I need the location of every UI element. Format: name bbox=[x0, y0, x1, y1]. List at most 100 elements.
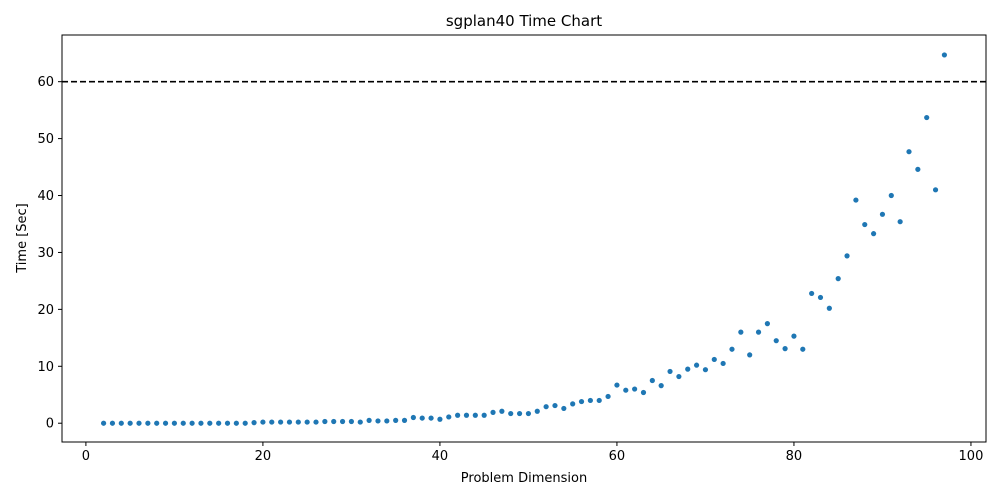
data-point bbox=[207, 420, 213, 426]
data-point bbox=[393, 417, 399, 423]
y-tick-label: 20 bbox=[37, 303, 54, 318]
data-point bbox=[738, 329, 744, 335]
y-axis: 0 10 20 30 40 50 60 bbox=[37, 75, 62, 432]
data-point bbox=[800, 346, 806, 352]
data-point bbox=[304, 419, 310, 425]
data-point bbox=[632, 386, 638, 392]
data-point bbox=[384, 418, 390, 424]
data-point bbox=[941, 52, 948, 58]
data-point bbox=[702, 367, 709, 373]
data-point bbox=[198, 420, 204, 426]
data-point bbox=[755, 329, 762, 335]
data-point bbox=[915, 166, 921, 172]
x-tick-label: 80 bbox=[786, 449, 803, 464]
data-point bbox=[711, 356, 717, 363]
data-point bbox=[189, 420, 195, 426]
data-point bbox=[587, 397, 593, 404]
data-point bbox=[623, 387, 629, 393]
data-point bbox=[446, 414, 452, 420]
data-point bbox=[251, 420, 257, 426]
data-point bbox=[410, 414, 416, 421]
y-tick-label: 0 bbox=[46, 417, 54, 432]
data-point bbox=[401, 417, 408, 423]
chart-title: sgplan40 Time Chart bbox=[446, 12, 602, 30]
data-point bbox=[463, 412, 470, 418]
data-point bbox=[516, 410, 523, 417]
data-point bbox=[596, 397, 602, 404]
data-point bbox=[375, 418, 381, 424]
data-point bbox=[242, 420, 248, 426]
data-point bbox=[720, 360, 726, 367]
data-point bbox=[764, 321, 770, 327]
data-point bbox=[233, 420, 239, 426]
data-point bbox=[269, 419, 275, 425]
data-point bbox=[127, 420, 133, 426]
data-point bbox=[118, 420, 124, 426]
data-point bbox=[525, 410, 532, 417]
data-point bbox=[331, 418, 337, 425]
data-point bbox=[437, 416, 443, 422]
data-point bbox=[100, 420, 107, 426]
data-point bbox=[154, 420, 160, 426]
y-tick-label: 50 bbox=[37, 132, 54, 147]
data-point bbox=[109, 420, 116, 426]
data-point bbox=[295, 419, 301, 425]
data-point bbox=[552, 402, 558, 409]
data-point bbox=[543, 404, 549, 410]
data-point bbox=[171, 420, 178, 426]
plot-area-frame bbox=[61, 34, 987, 443]
data-point bbox=[685, 366, 691, 372]
x-axis: 0 20 40 60 80 100 bbox=[82, 442, 983, 464]
data-point bbox=[817, 294, 824, 301]
data-point bbox=[676, 373, 682, 380]
y-tick-label: 30 bbox=[37, 246, 54, 261]
data-point bbox=[667, 368, 673, 375]
data-point bbox=[348, 418, 355, 425]
data-point bbox=[357, 419, 363, 425]
y-axis-label: Time [Sec] bbox=[15, 203, 30, 274]
data-point bbox=[313, 419, 319, 425]
data-point bbox=[419, 415, 425, 421]
data-point bbox=[747, 352, 753, 358]
data-point bbox=[481, 412, 487, 418]
x-axis-label: Problem Dimension bbox=[461, 471, 587, 486]
data-point bbox=[729, 346, 735, 352]
y-tick-label: 40 bbox=[37, 189, 54, 204]
data-point bbox=[472, 412, 478, 418]
data-point bbox=[260, 419, 266, 425]
data-point bbox=[791, 333, 797, 339]
x-tick-label: 20 bbox=[255, 449, 272, 464]
data-point bbox=[578, 398, 585, 405]
data-points bbox=[100, 52, 948, 426]
data-point bbox=[870, 231, 877, 237]
data-point bbox=[224, 420, 231, 426]
data-point bbox=[879, 211, 886, 217]
data-point bbox=[162, 420, 169, 426]
data-point bbox=[932, 187, 939, 193]
data-point bbox=[862, 221, 868, 228]
x-tick-label: 40 bbox=[432, 449, 449, 464]
data-point bbox=[339, 418, 346, 425]
data-point bbox=[924, 114, 930, 121]
data-point bbox=[640, 389, 647, 396]
data-point bbox=[216, 420, 222, 426]
data-point bbox=[782, 346, 788, 352]
data-point bbox=[614, 382, 620, 388]
data-point bbox=[835, 276, 841, 282]
data-point bbox=[180, 420, 186, 426]
data-point bbox=[693, 362, 700, 368]
data-point bbox=[844, 253, 850, 259]
y-tick-label: 60 bbox=[37, 75, 54, 90]
data-point bbox=[455, 412, 461, 418]
data-point bbox=[490, 409, 496, 415]
data-point bbox=[888, 192, 894, 199]
data-point bbox=[649, 377, 655, 384]
x-tick-label: 60 bbox=[609, 449, 626, 464]
data-point bbox=[809, 290, 815, 297]
data-point bbox=[561, 405, 567, 412]
data-point bbox=[826, 305, 832, 311]
data-point bbox=[906, 149, 912, 155]
data-point bbox=[286, 419, 293, 425]
data-point bbox=[853, 197, 859, 203]
